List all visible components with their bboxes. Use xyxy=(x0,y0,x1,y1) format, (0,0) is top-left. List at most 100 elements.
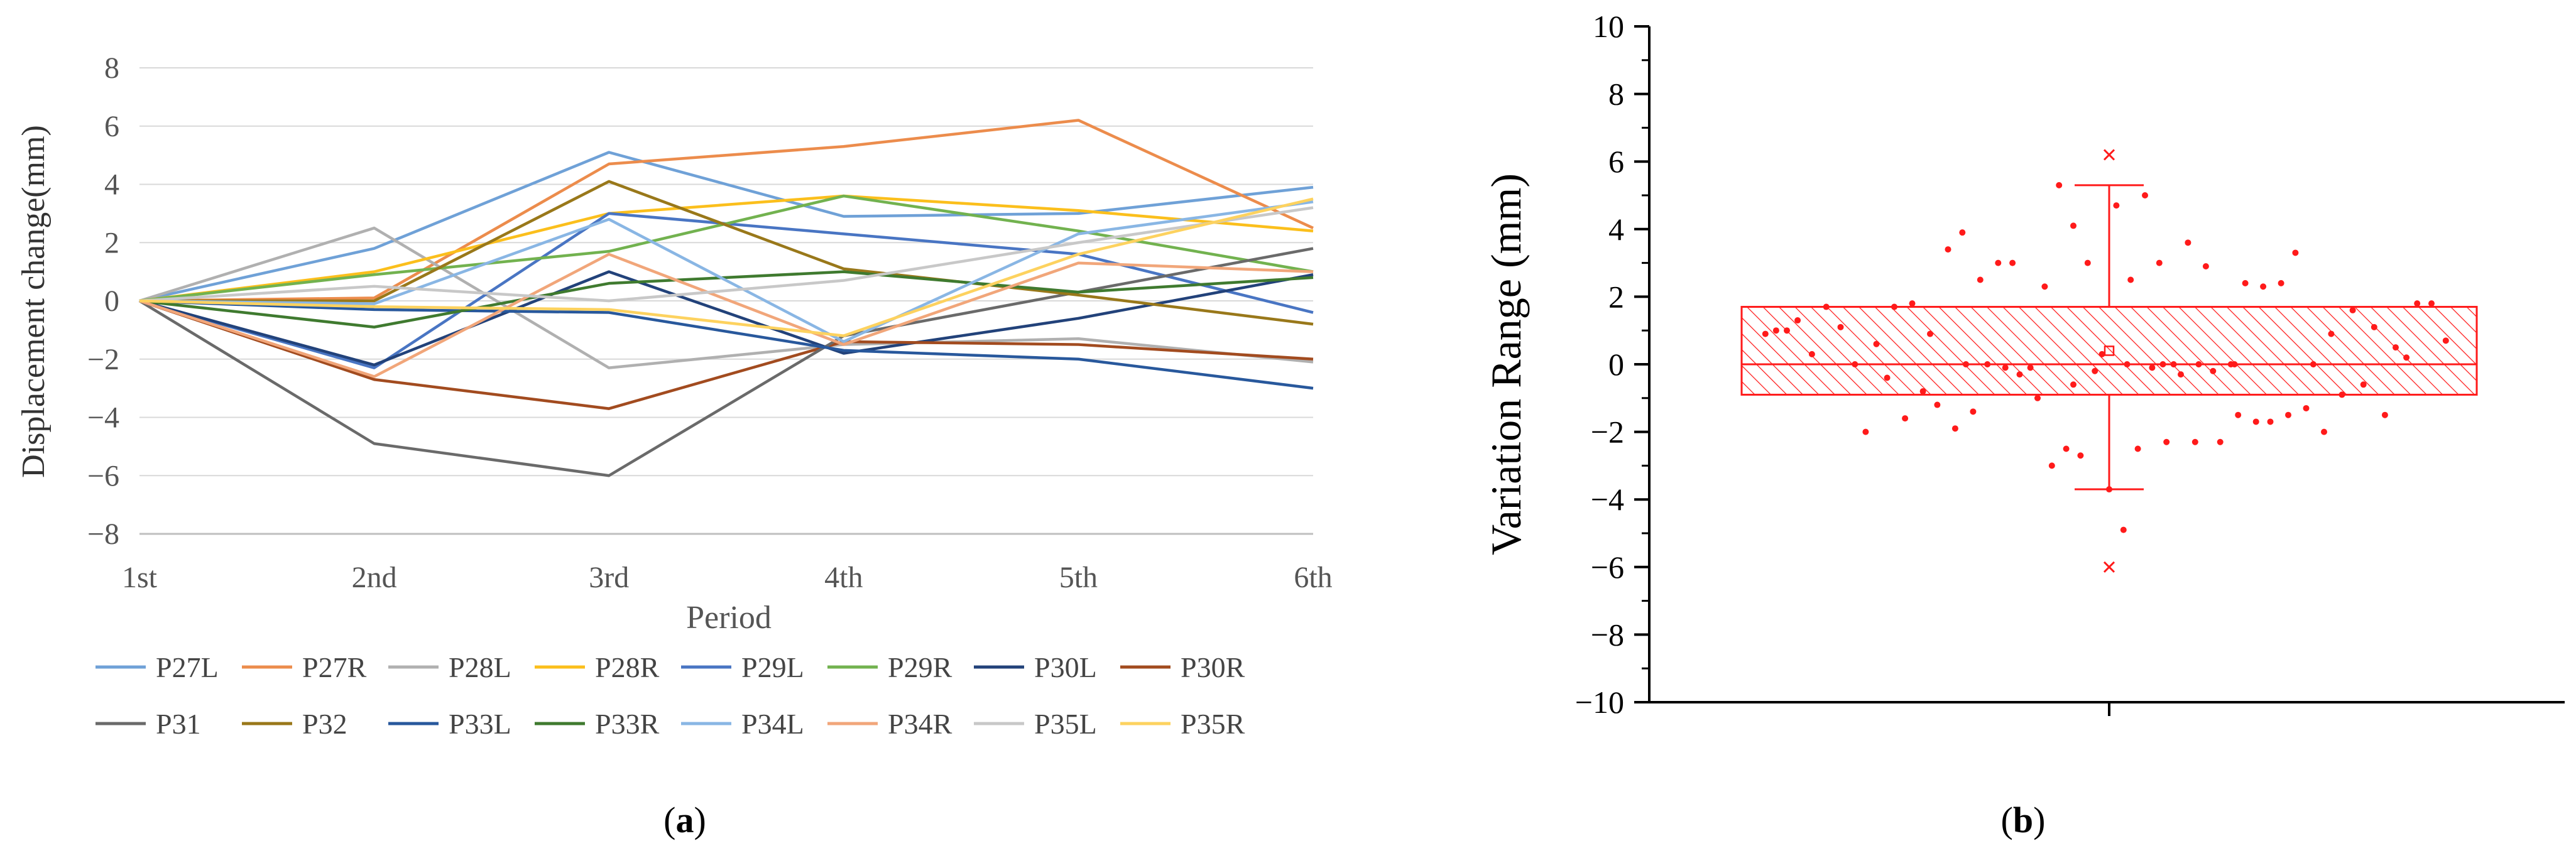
a-x-tick-label: 3rd xyxy=(589,561,629,594)
b-data-point xyxy=(2142,192,2148,198)
b-data-point xyxy=(2285,411,2291,418)
b-data-point xyxy=(1862,428,1869,435)
b-data-point xyxy=(2048,462,2055,469)
b-data-point xyxy=(2310,361,2317,367)
b-data-point xyxy=(1808,350,1815,357)
series-line-p34r xyxy=(139,252,1314,378)
b-data-point xyxy=(2231,361,2238,367)
b-iqr-box xyxy=(1740,306,2478,396)
b-data-point xyxy=(2195,361,2202,367)
b-data-point xyxy=(2034,394,2041,401)
a-y-tick-label: −4 xyxy=(87,401,119,435)
b-data-point xyxy=(2260,283,2267,290)
b-data-point xyxy=(2041,283,2048,290)
b-data-point xyxy=(2077,452,2084,459)
b-data-point xyxy=(2159,361,2166,367)
b-data-point xyxy=(2278,280,2284,286)
a-y-tick-label: 6 xyxy=(104,110,119,143)
b-data-point xyxy=(1945,246,1951,253)
series-line-p33r xyxy=(139,270,1314,328)
b-data-point xyxy=(2371,323,2377,330)
legend-label-p33l: P33L xyxy=(449,708,511,740)
b-y-tick-label: 10 xyxy=(1593,9,1624,44)
b-data-point xyxy=(2339,391,2345,398)
b-data-point xyxy=(1837,323,1844,330)
series-line-p35r xyxy=(139,197,1314,337)
b-data-point xyxy=(2070,222,2077,229)
legend-label-p30l: P30L xyxy=(1034,651,1097,683)
series-line-p34l xyxy=(139,200,1314,344)
legend-label-p29r: P29R xyxy=(888,651,952,683)
b-data-point xyxy=(2063,445,2070,452)
b-data-point xyxy=(1927,330,1933,337)
b-data-point xyxy=(2202,263,2209,269)
b-data-point xyxy=(2321,428,2327,435)
legend-label-p28l: P28L xyxy=(449,651,511,683)
legend-label-p29l: P29L xyxy=(741,651,804,683)
b-data-point xyxy=(2235,411,2242,418)
b-data-point xyxy=(2442,337,2449,344)
a-x-axis-label: Period xyxy=(686,600,772,636)
a-y-tick-label: −2 xyxy=(87,343,119,376)
b-data-point xyxy=(2328,330,2335,337)
a-x-tick-label: 1st xyxy=(122,561,158,594)
series-line-p35l xyxy=(139,206,1314,303)
b-data-point xyxy=(1784,327,1790,334)
b-data-point xyxy=(2092,367,2098,374)
legend-label-p34l: P34L xyxy=(741,708,804,740)
b-data-point xyxy=(2156,259,2163,266)
b-data-point xyxy=(2185,239,2191,246)
b-data-point xyxy=(1963,361,1969,367)
series-line-p28l xyxy=(139,226,1314,369)
b-data-point xyxy=(2120,526,2127,533)
b-data-point xyxy=(2098,350,2105,357)
b-data-point xyxy=(2127,276,2134,283)
legend-label-p28r: P28R xyxy=(595,651,660,683)
a-y-axis-label: Displacement change(mm) xyxy=(16,125,52,478)
panel-b-caption: (b) xyxy=(2001,800,2046,840)
b-data-point xyxy=(1995,259,2002,266)
b-data-point xyxy=(2056,182,2063,188)
b-y-tick-label: −4 xyxy=(1591,482,1624,517)
b-data-point xyxy=(2124,361,2131,367)
series-line-p29r xyxy=(139,194,1314,303)
b-data-point xyxy=(2242,280,2249,286)
b-data-point xyxy=(2163,438,2170,445)
b-data-point xyxy=(1762,330,1769,337)
a-x-tick-labels: 1st 2nd 3rd 4th 5th 6th xyxy=(122,561,1333,594)
b-data-point xyxy=(2106,486,2112,493)
b-data-point xyxy=(1852,361,1858,367)
a-x-tick-label: 5th xyxy=(1059,561,1098,594)
b-data-point xyxy=(2191,438,2198,445)
b-data-point xyxy=(2149,364,2156,371)
b-data-point xyxy=(2113,202,2120,209)
b-data-point xyxy=(1823,303,1830,310)
b-y-tick-label: 2 xyxy=(1608,279,1624,314)
a-gridlines xyxy=(139,67,1313,477)
b-data-point xyxy=(2170,361,2177,367)
b-y-tick-label: −6 xyxy=(1591,550,1624,585)
b-data-point xyxy=(1873,340,1880,347)
b-data-point xyxy=(1891,303,1897,310)
b-data-point xyxy=(1909,300,1916,307)
series-line-p27r xyxy=(139,119,1314,303)
b-data-point xyxy=(2393,344,2399,351)
b-data-point xyxy=(2084,259,2091,266)
a-legend: P27L P27R P28L P28R P29L P29R P30L P30R P31 P32 P3… xyxy=(96,651,1245,740)
b-y-axis-label: Variation Range (mm) xyxy=(1482,173,1530,555)
b-y-tick-label: 4 xyxy=(1608,212,1624,247)
b-outlier-marker xyxy=(2103,561,2115,573)
b-data-point xyxy=(2027,364,2034,371)
panel-a-caption: (a) xyxy=(663,800,706,840)
legend-label-p27l: P27L xyxy=(156,651,219,683)
legend-label-p30r: P30R xyxy=(1181,651,1245,683)
a-y-tick-labels: −8 −6 −4 −2 0 2 4 6 8 xyxy=(87,52,119,551)
b-data-point xyxy=(2134,445,2141,452)
series-line-p30r xyxy=(139,299,1314,410)
a-series-lines xyxy=(138,119,1314,477)
b-data-point xyxy=(2349,307,2356,313)
series-line-p33l xyxy=(139,299,1314,390)
b-data-point xyxy=(1951,425,1958,432)
b-data-point xyxy=(1970,408,1977,415)
